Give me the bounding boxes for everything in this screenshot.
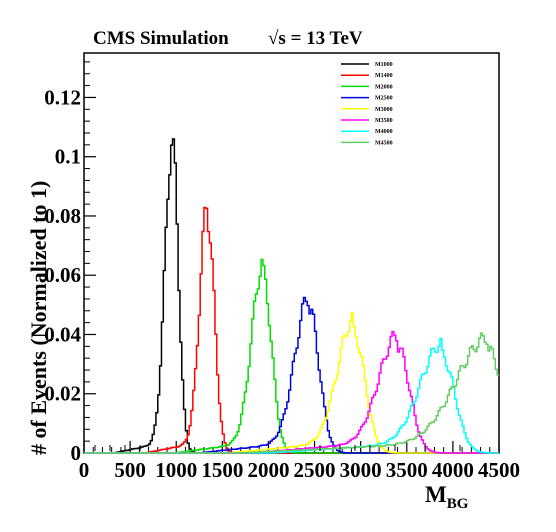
series-line-m3000 xyxy=(84,311,499,454)
series-line-m4500 xyxy=(84,332,499,454)
x-tick-label: 4000 xyxy=(432,458,474,482)
y-axis-label: # of Events (Normalized to 1) xyxy=(26,181,51,455)
chart-subtitle: √s = 13 TeV xyxy=(268,28,363,49)
series-line-m3500 xyxy=(84,330,499,454)
series-group xyxy=(84,138,499,454)
legend-label-m3000: M3000 xyxy=(375,107,393,113)
y-tick-label: 0 xyxy=(71,441,82,465)
legend-label-m2500: M2500 xyxy=(375,96,393,102)
plot-frame xyxy=(83,52,500,454)
legend-label-m1000: M1000 xyxy=(375,62,393,68)
y-tick-label: 0.02 xyxy=(44,382,81,406)
legend-label-m3500: M3500 xyxy=(375,118,393,124)
x-axis-label-sub: BG xyxy=(447,496,469,512)
x-tick-label: 1000 xyxy=(155,458,197,482)
legend-label-m1400: M1400 xyxy=(375,73,393,79)
x-tick-label: 500 xyxy=(114,458,146,482)
legend-label-m4500: M4500 xyxy=(375,140,393,146)
series-line-m2500 xyxy=(84,296,499,454)
y-tick-label: 0.04 xyxy=(44,322,81,346)
x-tick-label: 1500 xyxy=(201,458,243,482)
x-tick-label: 0 xyxy=(79,458,90,482)
legend-label-m2000: M2000 xyxy=(375,84,393,90)
x-tick-label: 3500 xyxy=(386,458,428,482)
y-tick-label: 0.1 xyxy=(55,145,81,169)
x-tick-label: 2500 xyxy=(294,458,336,482)
series-line-m2000 xyxy=(84,258,499,454)
series-line-m4000 xyxy=(84,337,499,454)
series-line-m1000 xyxy=(84,138,499,454)
x-tick-label: 3000 xyxy=(340,458,382,482)
chart-title: CMS Simulation xyxy=(93,28,229,49)
legend-label-m4000: M4000 xyxy=(375,129,393,135)
y-tick-label: 0.12 xyxy=(44,85,81,109)
legend: M1000 M1400 M2000 M2500 M3000 M3500 M4000 M4500 xyxy=(341,62,393,146)
x-axis-label: MBG xyxy=(425,482,469,512)
y-tick-label: 0.08 xyxy=(44,204,81,228)
x-tick-label: 2000 xyxy=(247,458,289,482)
y-tick-label: 0.06 xyxy=(44,263,81,287)
axis-ticks: 0 500 1000 1500 2000 2500 3000 3500 4000 4500 0 0.0… xyxy=(44,61,520,482)
x-tick-label: 4500 xyxy=(478,458,520,482)
